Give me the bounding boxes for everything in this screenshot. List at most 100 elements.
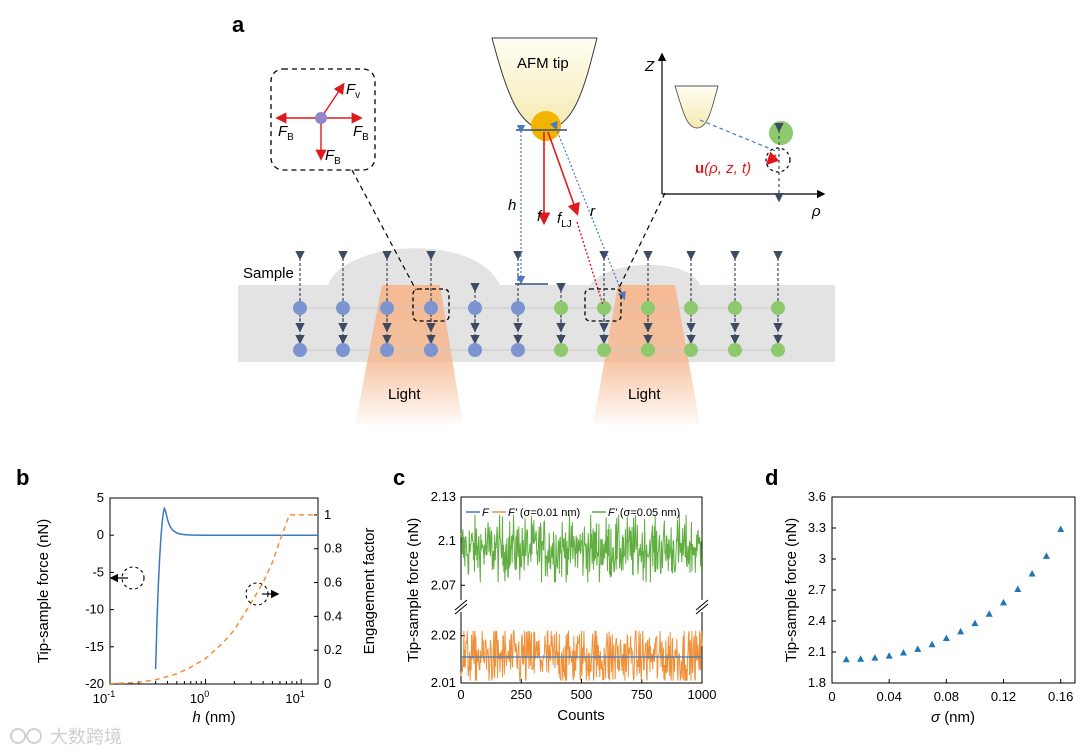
axis-break-mark-right-2 [695, 603, 709, 615]
atom-bottom [336, 343, 350, 357]
y-tick-label: 3 [819, 551, 826, 566]
y2-tick-label: 0.6 [324, 575, 342, 590]
fb-down-label: FB [325, 147, 341, 167]
force-flj-label: fLJ [557, 210, 572, 230]
panel-d-points [842, 525, 1065, 663]
fv-arrow [320, 82, 345, 119]
y-tick-label: 5 [97, 490, 104, 505]
mini-distance-line [699, 119, 779, 153]
x-tick-label: 10-1 [93, 689, 115, 706]
x-tick-label: 1000 [688, 687, 717, 702]
watermark-logo-icon-2 [26, 728, 42, 744]
data-point [928, 640, 936, 648]
sample-surface [238, 248, 835, 362]
panel-c-xlabel: Counts [557, 707, 605, 724]
y-tick-label: 2.7 [808, 582, 826, 597]
mini-atom [769, 121, 793, 145]
panel-c-series-sigma-005 [460, 514, 703, 583]
x-tick-label: 500 [571, 687, 593, 702]
lower-y-tick-label: 2.01 [431, 675, 456, 690]
y-tick-label: 2.4 [808, 613, 826, 628]
displacement-arrow [765, 151, 780, 166]
atom-bottom [597, 343, 611, 357]
sample-label: Sample [243, 265, 294, 282]
zoom-line-left [351, 169, 417, 291]
panel-c-upper-axes [460, 496, 703, 600]
atom-top [771, 301, 785, 315]
r-dimension [549, 120, 626, 301]
atom-top [380, 301, 394, 315]
y-tick-label: 3.3 [808, 520, 826, 535]
panel-b-left-axis-marker [121, 566, 145, 590]
highlight-box-right [584, 288, 622, 322]
upper-y-tick-label: 2.13 [431, 489, 456, 504]
y-tick-label: -20 [85, 676, 104, 691]
y-tick-label: -5 [92, 564, 104, 579]
atom-top [511, 301, 525, 315]
data-point [857, 655, 865, 662]
inset-atom [315, 112, 327, 124]
atom-top [554, 301, 568, 315]
force-inset: Fv FB FB FB [270, 68, 376, 171]
panel-d: d 0 0.04 0.08 0.12 0.16 3.6 3.3 3 2.7 2.4 2.1 1.8 T… [765, 465, 1076, 726]
h-label: h [508, 197, 516, 214]
tip-apex-atom [531, 111, 561, 141]
panel-c: c 0 250 500 750 1000 2.13 2.1 2.07 2.02 2.01 F F'… [393, 465, 716, 724]
y-tick-label: 0 [97, 527, 104, 542]
upper-y-tick-label: 2.1 [438, 533, 456, 548]
y-tick-label: -15 [85, 639, 104, 654]
z-axis-label: Z [644, 58, 655, 75]
fv-label: Fv [346, 81, 360, 101]
x-tick-label: 0.08 [934, 689, 959, 704]
panel-a-letter: a [232, 12, 245, 37]
x-tick-label: 100 [190, 689, 209, 706]
light-label-right: Light [628, 386, 661, 403]
panel-c-letter: c [393, 465, 405, 490]
mini-tip [674, 85, 719, 129]
legend-label-sigma-005: F' (σ=0.05 nm) [608, 507, 680, 519]
watermark-text: 大数跨境 [50, 727, 122, 747]
afm-tip-label: AFM tip [517, 55, 569, 72]
y-tick-label: 1.8 [808, 675, 826, 690]
atom-top [336, 301, 350, 315]
data-point [1014, 585, 1022, 592]
y-tick-label: 2.1 [808, 644, 826, 659]
data-point [942, 634, 950, 642]
panel-c-ylabel: Tip-sample force (nN) [405, 518, 422, 662]
panel-d-axes [831, 496, 1076, 684]
atom-top [641, 301, 655, 315]
atom-bottom [684, 343, 698, 357]
panel-b-axes [109, 497, 319, 685]
x-tick-label: 0 [828, 689, 835, 704]
coordinate-inset: Z ρ u(ρ, z, t) [644, 52, 826, 220]
y-tick-label: -10 [85, 602, 104, 617]
panel-b-force-line [154, 506, 318, 670]
y2-tick-label: 0.8 [324, 541, 342, 556]
axis-break-mark-left-2 [454, 603, 468, 615]
atom-bottom [728, 343, 742, 357]
panel-a: a Sample Light Light AFM tip h f fLJ r [232, 12, 835, 425]
atom-bottom [554, 343, 568, 357]
data-point [899, 649, 907, 656]
watermark-logo-icon [10, 728, 26, 744]
data-point [885, 652, 893, 659]
data-point [971, 619, 979, 627]
force-f-label: f [537, 208, 543, 225]
panel-b-letter: b [16, 465, 29, 490]
panel-b-xlabel: h (nm) [192, 709, 235, 726]
rho-axis-label: ρ [811, 203, 821, 220]
atom-bottom [468, 343, 482, 357]
y2-tick-label: 1 [324, 507, 331, 522]
light-beam-left [355, 285, 463, 425]
data-point [957, 627, 965, 635]
atom-bottom [771, 343, 785, 357]
panel-b-y2label: Engagement factor [361, 528, 378, 655]
atom-top [728, 301, 742, 315]
y-tick-label: 3.6 [808, 489, 826, 504]
legend-label-f: F [482, 507, 490, 519]
panel-d-letter: d [765, 465, 778, 490]
panel-c-legend: F F' (σ=0.01 nm) F' (σ=0.05 nm) [466, 507, 680, 519]
data-point [842, 655, 850, 663]
displacement-label: u(ρ, z, t) [695, 160, 751, 177]
